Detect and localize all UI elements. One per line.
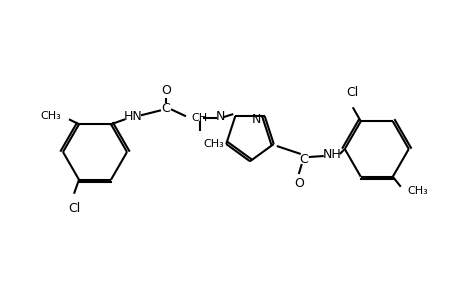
- Text: N: N: [251, 112, 260, 126]
- Text: CH₃: CH₃: [202, 139, 223, 149]
- Text: Cl: Cl: [346, 86, 358, 99]
- Text: O: O: [293, 176, 303, 190]
- Text: CH: CH: [190, 113, 207, 123]
- Text: CH₃: CH₃: [407, 186, 428, 196]
- Text: HN: HN: [123, 110, 142, 123]
- Text: O: O: [161, 84, 171, 97]
- Text: NH: NH: [322, 148, 341, 160]
- Text: Cl: Cl: [68, 202, 80, 215]
- Text: C: C: [161, 102, 170, 115]
- Text: CH₃: CH₃: [40, 111, 61, 121]
- Text: N: N: [215, 110, 224, 123]
- Text: C: C: [299, 152, 308, 166]
